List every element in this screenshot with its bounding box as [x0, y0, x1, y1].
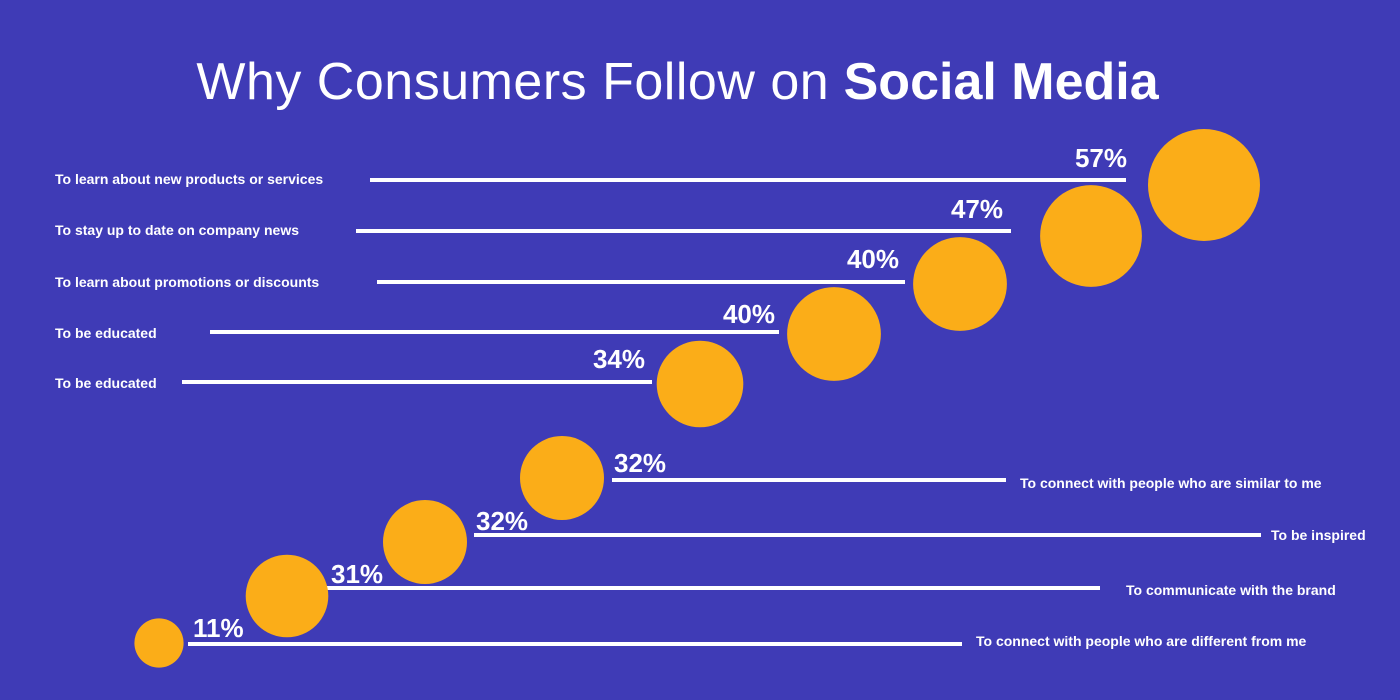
data-bubble	[1040, 185, 1142, 287]
chart-title-light: Why Consumers Follow on	[196, 53, 830, 111]
category-label: To connect with people who are different…	[976, 633, 1307, 649]
value-label: 40%	[723, 299, 775, 329]
category-label: To be educated	[55, 325, 157, 341]
category-label: To communicate with the brand	[1126, 582, 1336, 598]
data-bubble	[134, 618, 184, 668]
data-bubble	[245, 554, 329, 638]
category-label: To connect with people who are similar t…	[1020, 475, 1322, 491]
data-bubble	[383, 500, 467, 584]
value-label: 32%	[476, 506, 528, 536]
category-label: To stay up to date on company news	[55, 222, 299, 238]
category-label: To be inspired	[1271, 527, 1366, 543]
data-bubble	[913, 237, 1007, 331]
category-label: To learn about new products or services	[55, 171, 323, 187]
value-label: 47%	[951, 194, 1003, 224]
value-label: 34%	[593, 344, 645, 374]
data-bubble	[1148, 129, 1260, 241]
data-bubble	[656, 340, 744, 428]
chart-title-bold: Social Media	[843, 53, 1159, 111]
data-bubble	[520, 436, 604, 520]
value-label: 32%	[614, 448, 666, 478]
data-bubble	[787, 287, 881, 381]
value-label: 31%	[331, 559, 383, 589]
category-label: To be educated	[55, 375, 157, 391]
chart-title: Why Consumers Follow on Social Media	[0, 52, 1355, 112]
category-label: To learn about promotions or discounts	[55, 274, 319, 290]
value-label: 40%	[847, 244, 899, 274]
value-label: 11%	[193, 613, 244, 643]
value-label: 57%	[1075, 143, 1127, 173]
